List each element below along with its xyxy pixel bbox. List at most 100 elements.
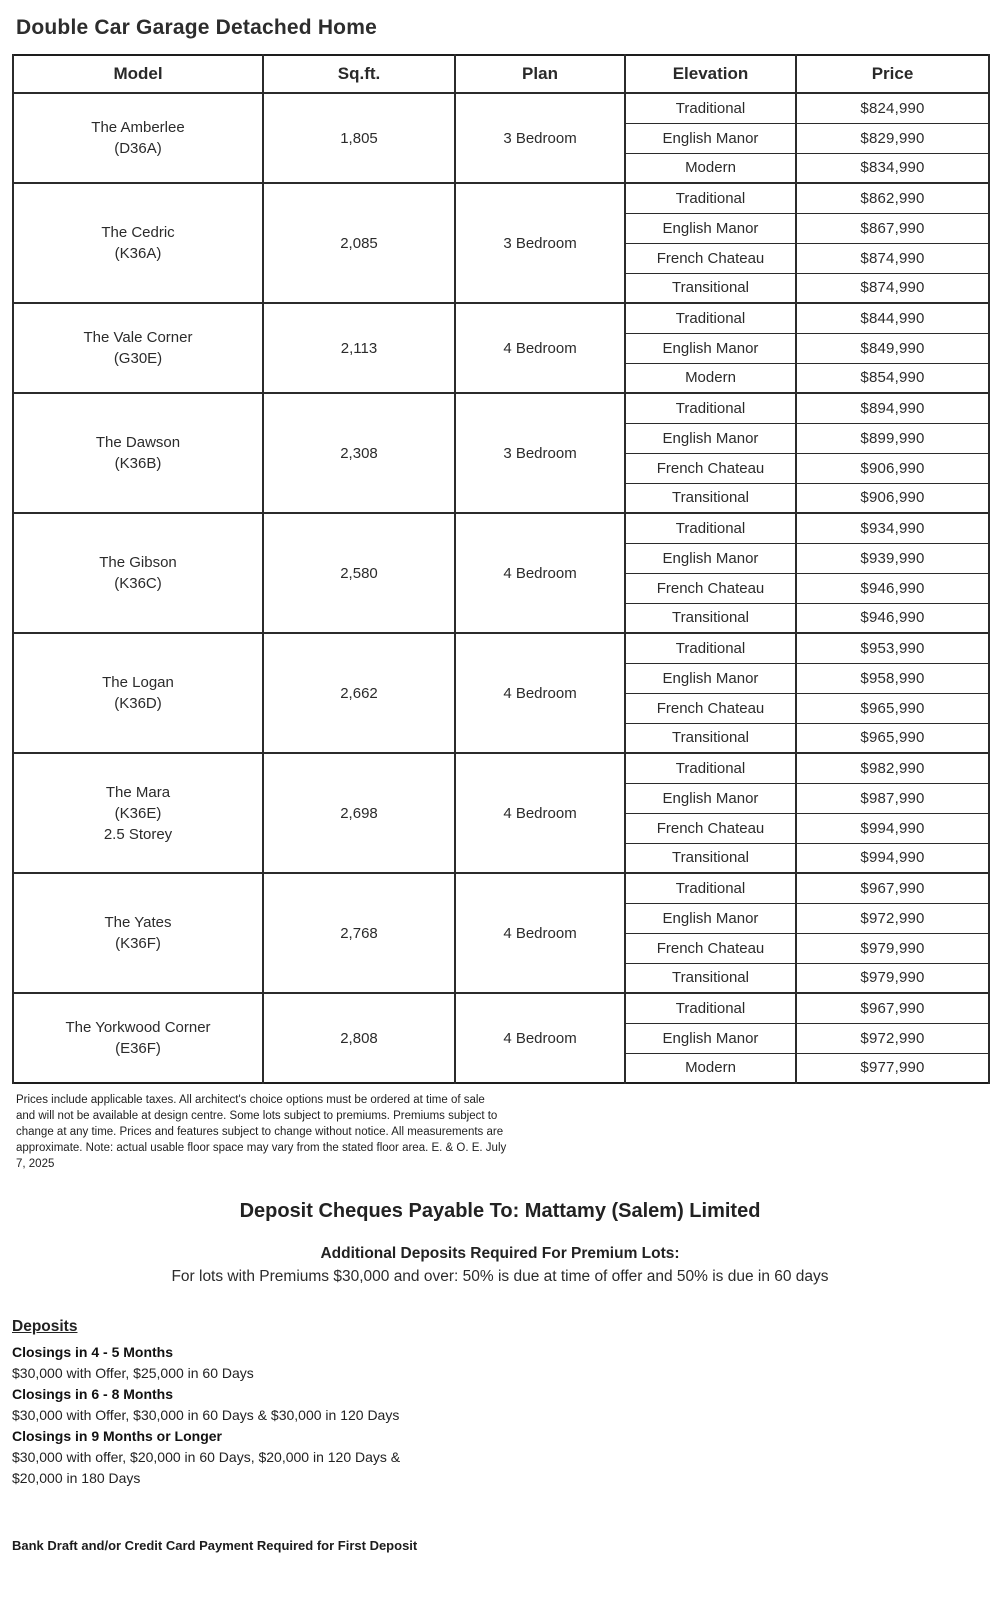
column-header-model: Model: [12, 54, 264, 94]
table-row: French Chateau $906,990: [13, 452, 990, 484]
elevation-cell: Traditional: [624, 182, 797, 214]
elevation-cell: English Manor: [624, 422, 797, 454]
price-cell: $854,990: [795, 362, 990, 394]
price-cell: $994,990: [795, 812, 990, 844]
elevation-cell: English Manor: [624, 212, 797, 244]
sqft-cell: 2,662: [262, 632, 456, 754]
price-cell: $967,990: [795, 992, 990, 1024]
elevation-cell: Transitional: [624, 962, 797, 994]
table-row: English Manor $972,990: [13, 902, 990, 934]
elevation-cell: English Manor: [624, 122, 797, 154]
price-cell: $972,990: [795, 1022, 990, 1054]
sqft-cell: 2,308: [262, 392, 456, 514]
closings-6-8-detail: $30,000 with Offer, $30,000 in 60 Days &…: [12, 1407, 400, 1423]
price-cell: $867,990: [795, 212, 990, 244]
price-cell: $987,990: [795, 782, 990, 814]
price-cell: $934,990: [795, 512, 990, 544]
elevation-cell: Transitional: [624, 842, 797, 874]
price-table-body: The Amberlee (D36A) 1,805 3 Bedroom Traditi…: [12, 92, 990, 1084]
sqft-cell: 2,768: [262, 872, 456, 994]
price-cell: $906,990: [795, 482, 990, 514]
plan-cell: 3 Bedroom: [454, 92, 626, 184]
table-row: The Yorkwood Corner (E36F) 2,808 4 Bedroom…: [12, 992, 990, 1084]
price-cell: $946,990: [795, 602, 990, 634]
elevation-cell: French Chateau: [624, 932, 797, 964]
price-cell: $967,990: [795, 872, 990, 904]
elevation-cell: Transitional: [624, 722, 797, 754]
plan-cell: 4 Bedroom: [454, 752, 626, 874]
footnote-text: Prices include applicable taxes. All arc…: [16, 1094, 507, 1170]
table-row: Modern $854,990: [13, 362, 990, 394]
closings-4-5-label: Closings in 4 - 5 Months: [12, 1344, 174, 1360]
table-row: English Manor $849,990: [13, 332, 990, 364]
table-row: The Amberlee (D36A) 1,805 3 Bedroom Traditi…: [12, 92, 990, 184]
table-row: French Chateau $874,990: [13, 242, 990, 274]
bank-draft-note: Bank Draft and/or Credit Card Payment Re…: [12, 1538, 418, 1553]
price-cell: $829,990: [795, 122, 990, 154]
price-cell: $958,990: [795, 662, 990, 694]
elevation-cell: Transitional: [624, 272, 797, 304]
table-row: The Yates (K36F) 2,768 4 Bedroom Traditiona…: [12, 872, 990, 994]
premium-lots-detail: For lots with Premiums $30,000 and over:…: [171, 1268, 829, 1285]
column-header-plan: Plan: [454, 54, 626, 94]
model-cell: The Amberlee (D36A): [12, 92, 264, 184]
table-row: French Chateau $965,990: [13, 692, 990, 724]
price-cell: $849,990: [795, 332, 990, 364]
price-cell: $939,990: [795, 542, 990, 574]
table-row: Transitional $965,990: [13, 722, 990, 754]
table-row: Transitional $979,990: [13, 962, 990, 994]
sqft-cell: 2,808: [262, 992, 456, 1084]
table-row: The Dawson (K36B) 2,308 3 Bedroom Tradition…: [12, 392, 990, 514]
price-cell: $834,990: [795, 152, 990, 184]
elevation-cell: Traditional: [624, 992, 797, 1024]
price-cell: $979,990: [795, 962, 990, 994]
elevation-cell: English Manor: [624, 542, 797, 574]
plan-cell: 3 Bedroom: [454, 392, 626, 514]
table-row: Modern $834,990: [13, 152, 990, 184]
table-row: English Manor $829,990: [13, 122, 990, 154]
table-row: The Mara (K36E) 2.5 Storey 2,698 4 Bedroom…: [12, 752, 990, 874]
column-header-price: Price: [795, 54, 990, 94]
deposits-heading: Deposits: [12, 1318, 78, 1335]
model-cell: The Yates (K36F): [12, 872, 264, 994]
sqft-cell: 1,805: [262, 92, 456, 184]
plan-cell: 4 Bedroom: [454, 632, 626, 754]
elevation-cell: Traditional: [624, 752, 797, 784]
price-cell: $965,990: [795, 722, 990, 754]
model-cell: The Gibson (K36C): [12, 512, 264, 634]
table-row: English Manor $958,990: [13, 662, 990, 694]
elevation-cell: Transitional: [624, 482, 797, 514]
model-cell: The Cedric (K36A): [12, 182, 264, 304]
elevation-cell: Traditional: [624, 392, 797, 424]
premium-lots-heading: Additional Deposits Required For Premium…: [320, 1245, 680, 1262]
elevation-cell: Traditional: [624, 632, 797, 664]
elevation-cell: English Manor: [624, 332, 797, 364]
closings-9plus-label: Closings in 9 Months or Longer: [12, 1428, 222, 1444]
elevation-cell: Traditional: [624, 512, 797, 544]
price-table: Model Sq.ft. Plan Elevation Price The Am…: [12, 54, 990, 1084]
price-cell: $946,990: [795, 572, 990, 604]
price-cell: $906,990: [795, 452, 990, 484]
table-row: English Manor $867,990: [13, 212, 990, 244]
sqft-cell: 2,113: [262, 302, 456, 394]
elevation-cell: French Chateau: [624, 572, 797, 604]
table-row: English Manor $939,990: [13, 542, 990, 574]
table-row: Modern $977,990: [13, 1052, 990, 1084]
column-header-elevation: Elevation: [624, 54, 797, 94]
elevation-cell: English Manor: [624, 902, 797, 934]
page-title: Double Car Garage Detached Home: [16, 16, 377, 39]
model-cell: The Dawson (K36B): [12, 392, 264, 514]
elevation-cell: Traditional: [624, 302, 797, 334]
elevation-cell: Traditional: [624, 92, 797, 124]
price-cell: $874,990: [795, 272, 990, 304]
price-cell: $965,990: [795, 692, 990, 724]
plan-cell: 4 Bedroom: [454, 302, 626, 394]
table-row: The Logan (K36D) 2,662 4 Bedroom Traditiona…: [12, 632, 990, 754]
price-cell: $874,990: [795, 242, 990, 274]
table-row: Transitional $874,990: [13, 272, 990, 304]
price-sheet-page: Double Car Garage Detached Home Model Sq…: [12, 16, 990, 1486]
elevation-cell: Traditional: [624, 872, 797, 904]
table-row: English Manor $987,990: [13, 782, 990, 814]
table-row: The Gibson (K36C) 2,580 4 Bedroom Tradition…: [12, 512, 990, 634]
sqft-cell: 2,698: [262, 752, 456, 874]
